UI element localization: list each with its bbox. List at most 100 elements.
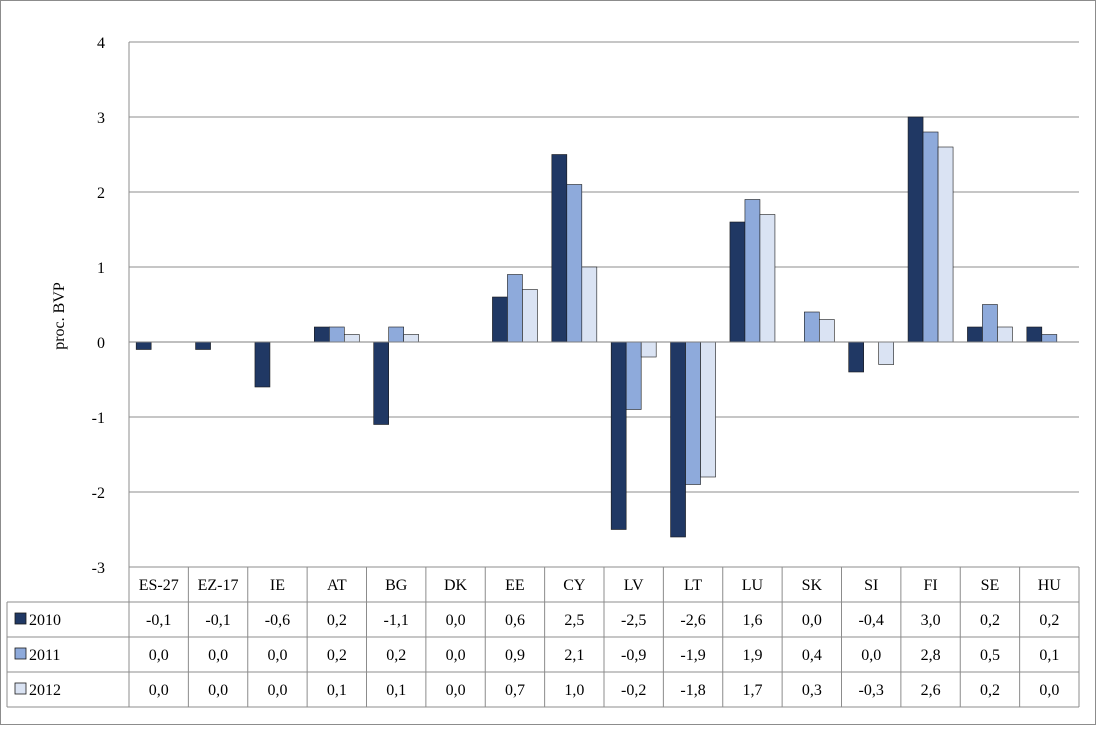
legend-swatch-2012 (14, 682, 27, 695)
data-label: 0,0 (861, 647, 881, 664)
bar-2012-LT (700, 341, 716, 478)
x-tick-label: DK (444, 577, 468, 594)
x-tick-label: IE (270, 577, 285, 594)
bar-2011-FI (922, 131, 939, 343)
data-label: 0,7 (505, 682, 525, 699)
y-tick-label: 3 (97, 110, 105, 127)
data-label: 0,2 (386, 647, 406, 664)
bar-2012-SK (819, 319, 835, 343)
bar-2011-AT (329, 326, 345, 343)
bar-2011-CY (566, 184, 583, 343)
data-label: -0,2 (621, 682, 646, 699)
x-tick-label: ES-27 (139, 577, 179, 594)
legend-swatch-2011 (14, 647, 27, 660)
x-tick-label: SE (981, 577, 1000, 594)
bar-2012-CY (581, 266, 598, 343)
data-label: 0,2 (327, 647, 347, 664)
data-label: 0,2 (1039, 612, 1059, 629)
data-label: 0,2 (980, 612, 1000, 629)
y-tick-label: 2 (97, 185, 105, 202)
bar-2010-LU (729, 221, 746, 343)
bar-2010-AT (314, 326, 330, 343)
bar-2012-LV (640, 341, 657, 358)
y-tick-label: -2 (92, 485, 105, 502)
data-label: -0,1 (205, 612, 230, 629)
data-label: -0,6 (265, 612, 290, 629)
data-label: 0,5 (980, 647, 1000, 664)
bar-2010-FI (907, 116, 924, 343)
bar-2010-EE (492, 296, 508, 343)
data-label: 2,1 (564, 647, 584, 664)
data-label: 0,0 (1039, 682, 1059, 699)
data-label: -1,8 (680, 682, 705, 699)
x-tick-label: FI (923, 577, 937, 594)
bar-2012-SI (878, 341, 894, 365)
data-label: 2,5 (564, 612, 584, 629)
data-label: 0,0 (208, 682, 228, 699)
x-tick-label: LT (684, 577, 702, 594)
data-label: 0,1 (386, 682, 406, 699)
legend-swatch-2010 (14, 612, 27, 625)
data-label: 0,1 (327, 682, 347, 699)
data-label: -0,3 (859, 682, 884, 699)
data-label: 1,0 (564, 682, 584, 699)
y-tick-label: -3 (92, 560, 105, 577)
legend-label: 2010 (29, 612, 61, 629)
x-tick-label: SI (864, 577, 878, 594)
x-tick-label: AT (327, 577, 347, 594)
data-label: 0,3 (802, 682, 822, 699)
data-label: 0,9 (505, 647, 525, 664)
data-label: 1,7 (742, 682, 762, 699)
bar-2011-LV (625, 341, 642, 410)
x-tick-label: LV (624, 577, 644, 594)
y-tick-label: 4 (97, 35, 105, 52)
data-label: -0,4 (859, 612, 884, 629)
legend-label: 2011 (29, 647, 60, 664)
data-label: 2,6 (921, 682, 941, 699)
x-tick-label: BG (385, 577, 408, 594)
data-label: -2,5 (621, 612, 646, 629)
data-label: -0,1 (146, 612, 171, 629)
bar-2012-BG (403, 334, 419, 343)
data-label: 0,1 (1039, 647, 1059, 664)
data-label: 2,8 (921, 647, 941, 664)
data-label: 0,0 (446, 647, 466, 664)
y-tick-label: 1 (97, 260, 105, 277)
data-label: 0,6 (505, 612, 525, 629)
data-label: 0,0 (267, 682, 287, 699)
data-label: 0,2 (327, 612, 347, 629)
bar-2010-BG (373, 341, 389, 425)
x-tick-label: HU (1038, 577, 1062, 594)
y-tick-label: -1 (92, 410, 105, 427)
data-label: -2,6 (680, 612, 705, 629)
data-label: 0,0 (149, 647, 169, 664)
bar-2012-LU (759, 214, 776, 343)
bars (129, 116, 1079, 538)
x-tick-label: CY (563, 577, 586, 594)
bar-2010-ES-27 (135, 341, 152, 350)
data-label: 1,6 (742, 612, 762, 629)
legend-label: 2012 (29, 682, 61, 699)
data-label: -1,1 (384, 612, 409, 629)
bar-2010-LT (670, 341, 686, 538)
bar-2010-HU (1026, 326, 1043, 343)
bar-2011-SK (804, 311, 820, 343)
data-label: 3,0 (921, 612, 941, 629)
bar-2012-EE (522, 289, 538, 343)
data-label: 0,0 (208, 647, 228, 664)
data-table: ES-27 EZ-17 IE AT BG DK EE CY LV LT LU SK SI FI SE HU 20… (6, 566, 1080, 708)
bar-2010-EZ-17 (195, 341, 211, 350)
data-label: 0,0 (446, 612, 466, 629)
bar-2011-EE (507, 274, 523, 343)
bar-2012-FI (937, 146, 954, 343)
data-label: 0,0 (802, 612, 822, 629)
data-label: 0,0 (149, 682, 169, 699)
x-tick-label: EZ-17 (198, 577, 239, 594)
bar-2011-SE (982, 304, 998, 343)
y-axis: 4 3 2 1 0 -1 -2 -3 (92, 35, 130, 577)
y-tick-label: 0 (97, 335, 105, 352)
bar-2010-SE (967, 326, 983, 343)
bar-2011-LU (744, 199, 761, 343)
